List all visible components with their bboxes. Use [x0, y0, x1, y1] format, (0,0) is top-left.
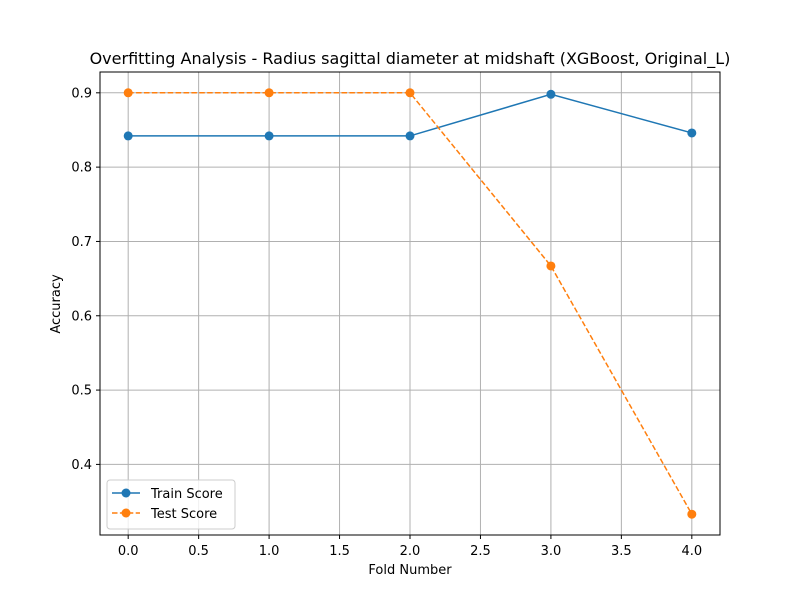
y-axis-label: Accuracy: [49, 274, 64, 334]
x-tick-label: 2.5: [470, 544, 491, 559]
y-tick-label: 0.4: [71, 458, 92, 473]
x-tick-label: 0.5: [188, 544, 209, 559]
x-axis-label: Fold Number: [368, 563, 452, 578]
legend-train-marker: [121, 488, 131, 498]
data-point-train-score: [123, 131, 133, 141]
data-point-test-score: [546, 261, 556, 271]
y-axis-ticks: 0.4 0.5 0.6 0.7 0.8 0.9: [71, 86, 100, 473]
x-tick-label: 1.5: [329, 544, 350, 559]
data-point-test-score: [405, 88, 415, 98]
data-point-test-score: [687, 509, 697, 519]
legend-test-marker: [121, 508, 131, 518]
data-point-train-score: [264, 131, 274, 141]
data-point-test-score: [123, 88, 133, 98]
x-axis-ticks: 0.0 0.5 1.0 1.5 2.0 2.5 3.0 3.5 4.0: [118, 535, 702, 559]
y-tick-label: 0.8: [71, 161, 92, 176]
data-point-train-score: [405, 131, 415, 141]
legend: Train Score Test Score: [106, 479, 236, 530]
y-tick-label: 0.9: [71, 86, 92, 101]
series-test-score: [123, 88, 697, 519]
data-point-train-score: [687, 128, 697, 138]
x-tick-label: 0.0: [118, 544, 139, 559]
x-tick-label: 3.5: [611, 544, 632, 559]
x-tick-label: 2.0: [400, 544, 421, 559]
y-tick-label: 0.6: [71, 309, 92, 324]
x-tick-label: 1.0: [259, 544, 280, 559]
series-train-score: [123, 89, 697, 141]
y-tick-label: 0.7: [71, 235, 92, 250]
legend-test-label: Test Score: [150, 507, 217, 522]
x-tick-label: 3.0: [541, 544, 562, 559]
data-point-train-score: [546, 89, 556, 99]
chart-title: Overfitting Analysis - Radius sagittal d…: [90, 49, 731, 69]
x-tick-label: 4.0: [681, 544, 702, 559]
y-tick-label: 0.5: [71, 384, 92, 399]
data-point-test-score: [264, 88, 274, 98]
series-layer: [123, 88, 697, 519]
legend-train-label: Train Score: [150, 487, 223, 502]
